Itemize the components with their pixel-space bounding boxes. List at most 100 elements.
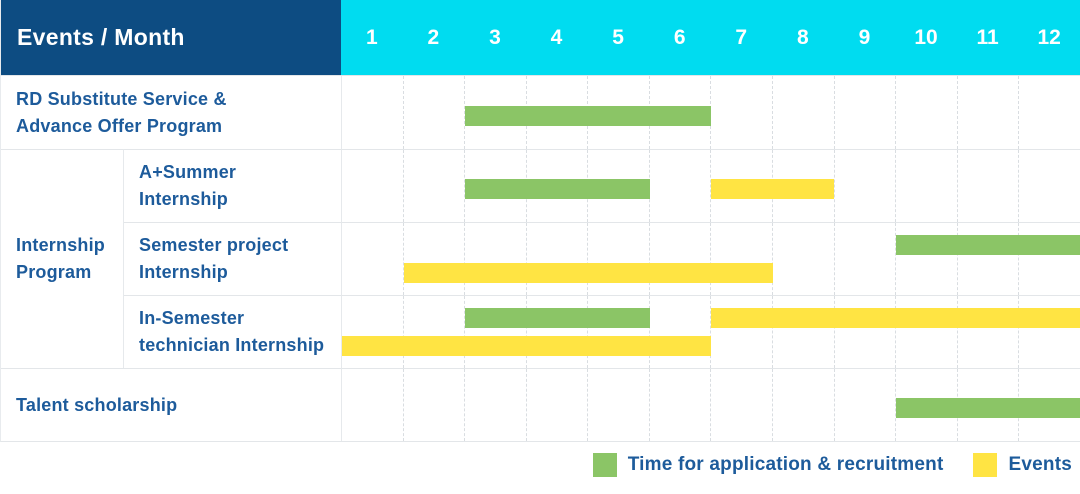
month-gridline-cell <box>710 76 772 149</box>
month-gridline-cell <box>833 76 896 149</box>
month-gridline-cell <box>710 223 772 295</box>
row-label-semester-project-internship: Semester project Internship <box>124 222 341 295</box>
month-header-label: 10 <box>914 25 938 49</box>
month-gridline-cell <box>525 296 588 368</box>
month-gridline-cell <box>587 369 649 441</box>
month-gridline-cell <box>402 369 465 441</box>
month-gridline-cell <box>342 150 403 222</box>
month-gridline-cell <box>710 369 772 441</box>
month-header-label: 5 <box>612 25 624 49</box>
row-label-line: Talent scholarship <box>16 394 178 415</box>
month-gridline-cell <box>710 296 772 368</box>
month-header-label: 9 <box>858 25 871 49</box>
month-header-label: 3 <box>489 25 501 49</box>
month-gridline-cell <box>895 76 957 149</box>
timeline-row <box>341 368 1080 441</box>
gantt-bar-green <box>895 235 1080 255</box>
month-gridline-cell <box>587 223 649 295</box>
month-gridline-cell <box>464 296 526 368</box>
month-header-label: 4 <box>550 25 563 49</box>
legend-swatch-green <box>592 453 617 477</box>
month-gridline-cell <box>342 76 403 149</box>
month-gridlines <box>342 296 1080 368</box>
row-label-line: Internship <box>16 235 106 255</box>
month-header-label: 8 <box>796 25 809 49</box>
month-header-label: 7 <box>735 25 748 49</box>
row-label-line: Program <box>16 262 92 282</box>
row-label-rd-substitute-service-advance-offer-program: RD Substitute Service & Advance Offer Pro… <box>1 75 341 149</box>
month-header-label: 6 <box>673 25 686 49</box>
gantt-bar-yellow <box>711 179 834 199</box>
month-gridline-cell <box>402 76 465 149</box>
month-gridlines <box>342 76 1080 149</box>
events-month-header-cell: Events / Month <box>1 0 341 75</box>
gantt-bar-green <box>465 308 650 328</box>
month-gridline-cell <box>342 223 403 295</box>
month-gridline-cell <box>895 296 957 368</box>
month-gridline-cell <box>648 296 711 368</box>
month-gridline-cell <box>772 223 834 295</box>
chart-legend: Time for application & recruitment Events <box>575 453 1072 477</box>
row-label-line: Internship <box>139 189 229 209</box>
month-gridline-cell <box>833 369 896 441</box>
row-label-line: Internship <box>139 262 229 282</box>
gantt-bar-green <box>465 179 650 199</box>
month-gridline-cell <box>342 296 403 368</box>
gantt-bar-green <box>895 398 1080 418</box>
month-gridline-cell <box>956 223 1019 295</box>
month-gridline-cell <box>648 223 711 295</box>
gantt-bar-yellow <box>711 308 1080 328</box>
row-label-line: Advance Offer Program <box>16 115 223 136</box>
month-gridline-cell <box>833 223 896 295</box>
row-label-a-summer-internship: A+Summer Internship <box>124 149 341 222</box>
row-label-line: A+Summer <box>139 162 237 182</box>
month-gridline-cell <box>956 296 1019 368</box>
month-gridline-cell <box>772 369 834 441</box>
gantt-bar-yellow <box>403 263 773 283</box>
legend-swatch-yellow <box>973 453 998 477</box>
row-label-line: RD Substitute Service & <box>16 88 227 109</box>
month-gridline-cell <box>525 223 588 295</box>
month-header-row: 1 2 3 4 5 6 7 8 9 10 11 12 <box>341 0 1080 75</box>
month-gridline-cell <box>895 223 957 295</box>
month-header-label: 12 <box>1037 25 1061 49</box>
month-gridline-cell <box>1018 223 1080 295</box>
month-gridline-cell <box>464 223 526 295</box>
month-gridline-cell <box>956 76 1019 149</box>
month-gridline-cell <box>464 150 526 222</box>
month-gridline-cell <box>648 150 711 222</box>
month-gridline-cell <box>833 296 896 368</box>
month-gridline-cell <box>648 369 711 441</box>
timeline-row <box>341 75 1080 149</box>
month-header-label: 2 <box>427 25 440 49</box>
legend-item-green: Time for application & recruitment <box>592 453 944 477</box>
row-label-line: Semester project <box>139 235 289 255</box>
month-header-label: 11 <box>976 25 999 49</box>
month-gridline-cell <box>402 296 465 368</box>
gantt-bar-yellow <box>342 336 711 356</box>
month-gridline-cell <box>1018 296 1080 368</box>
timeline-row <box>341 295 1080 368</box>
month-gridline-cell <box>772 296 834 368</box>
row-label-line: In-Semester <box>139 308 245 328</box>
timeline-row <box>341 222 1080 295</box>
month-gridline-cell <box>1018 76 1080 149</box>
timeline-row <box>341 149 1080 222</box>
month-gridline-cell <box>464 76 526 149</box>
month-gridline-cell <box>402 223 465 295</box>
month-gridline-cell <box>587 296 649 368</box>
month-gridline-cell <box>342 369 403 441</box>
row-label-line: technician Internship <box>139 335 325 355</box>
legend-label: Events <box>1008 454 1072 475</box>
month-gridline-cell <box>525 369 588 441</box>
month-gridlines <box>342 223 1080 295</box>
month-gridline-cell <box>772 76 834 149</box>
row-label-talent-scholarship: Talent scholarship <box>1 368 341 441</box>
month-header-label: 1 <box>365 25 378 49</box>
month-gridline-cell <box>895 150 957 222</box>
month-gridline-cell <box>833 150 896 222</box>
month-gridline-cell <box>956 150 1019 222</box>
month-gridline-cell <box>402 150 465 222</box>
legend-item-yellow: Events <box>973 453 1072 477</box>
